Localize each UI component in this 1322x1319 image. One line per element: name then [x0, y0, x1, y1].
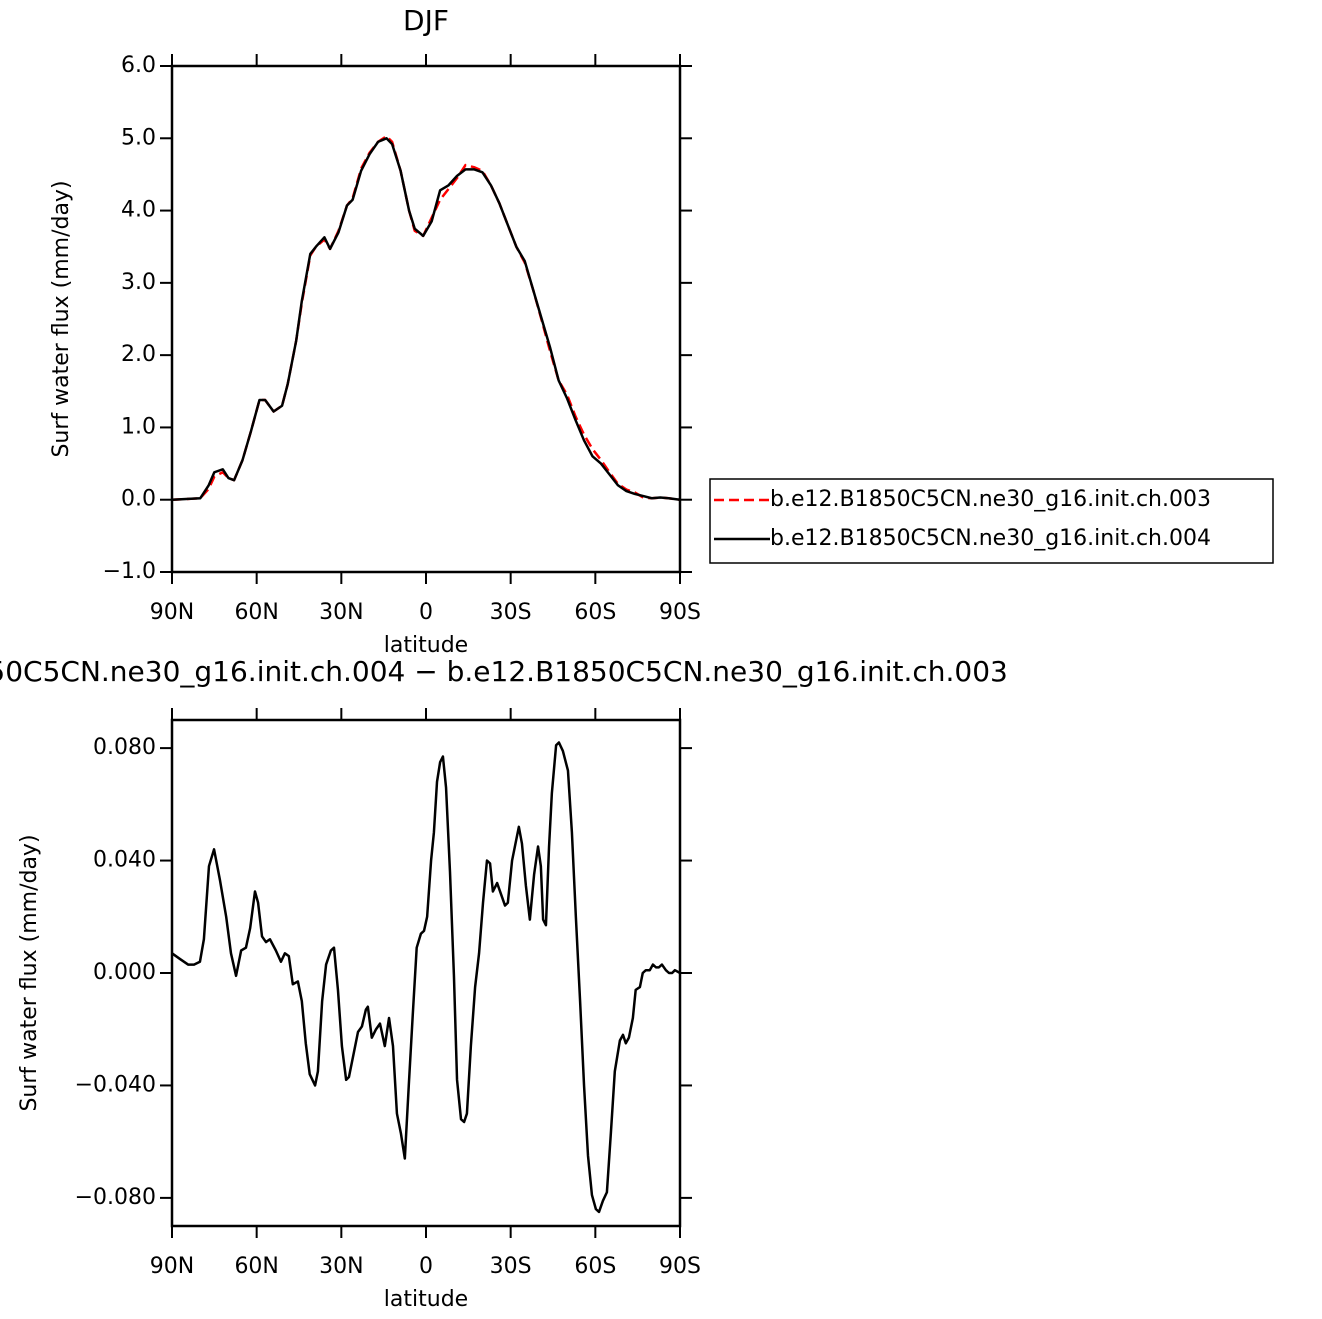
data-line [171, 137, 681, 501]
y-tick-label: 6.0 [121, 53, 156, 78]
x-tick-label: 60S [574, 600, 616, 625]
y-axis-label: Surf water flux (mm/day) [17, 834, 42, 1111]
x-tick-label: 90N [150, 600, 194, 625]
y-tick-label: 1.0 [121, 414, 156, 439]
y-tick-label: 0.000 [93, 960, 156, 985]
x-tick-label: 30S [490, 1254, 532, 1279]
x-tick-label: 30S [490, 600, 532, 625]
x-tick-label: 0 [419, 1254, 433, 1279]
y-tick-label: −1.0 [103, 559, 156, 584]
data-line [171, 134, 681, 501]
y-tick-label: 2.0 [121, 342, 156, 367]
y-tick-label: −0.040 [75, 1072, 156, 1097]
y-tick-label: 0.080 [93, 735, 156, 760]
legend-label: b.e12.B1850C5CN.ne30_g16.init.ch.003 [770, 487, 1211, 512]
chart-title: b.e12.B1850C5CN.ne30_g16.init.ch.004 − b… [0, 655, 1008, 688]
x-tick-label: 90S [659, 600, 701, 625]
y-tick-label: 3.0 [121, 270, 156, 295]
x-axis-label: latitude [384, 633, 468, 658]
y-tick-label: 4.0 [121, 198, 156, 223]
legend-box [709, 478, 1274, 564]
data-line [171, 741, 681, 1214]
x-tick-label: 30N [319, 600, 363, 625]
y-axis-label: Surf water flux (mm/day) [49, 180, 74, 457]
x-tick-label: 60S [574, 1254, 616, 1279]
x-tick-label: 30N [319, 1254, 363, 1279]
x-tick-label: 60N [234, 1254, 278, 1279]
y-tick-label: 0.040 [93, 848, 156, 873]
y-tick-label: −0.080 [75, 1185, 156, 1210]
plot-frame [170, 718, 682, 1228]
x-tick-label: 90S [659, 1254, 701, 1279]
x-axis-label: latitude [384, 1287, 468, 1312]
x-tick-label: 0 [419, 600, 433, 625]
y-tick-label: 0.0 [121, 487, 156, 512]
chart-title: DJF [403, 4, 449, 37]
x-tick-label: 90N [150, 1254, 194, 1279]
plot-frame [170, 64, 682, 574]
legend-label: b.e12.B1850C5CN.ne30_g16.init.ch.004 [770, 526, 1211, 551]
x-tick-label: 60N [234, 600, 278, 625]
y-tick-label: 5.0 [121, 125, 156, 150]
